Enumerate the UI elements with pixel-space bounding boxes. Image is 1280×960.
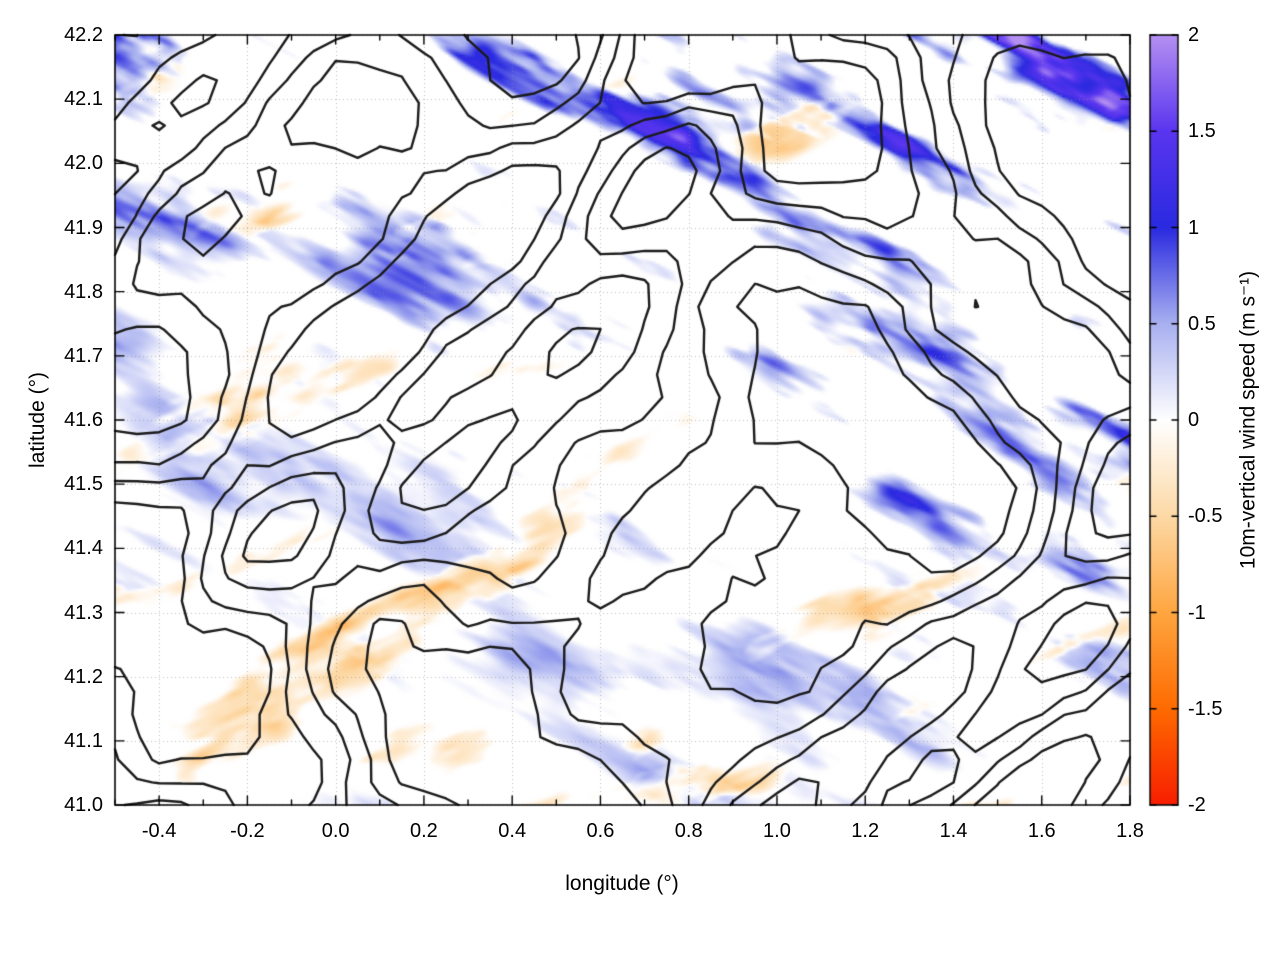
colorbar-tick-label: 0	[1188, 409, 1200, 431]
y-tick-label: 41.8	[64, 280, 103, 303]
y-tick-label: 41.4	[64, 537, 103, 560]
y-tick-label: 42.0	[64, 152, 103, 175]
y-tick-label: 42.1	[64, 88, 103, 111]
x-tick-label: -0.2	[230, 820, 265, 842]
colorbar-tick-label: -2	[1188, 794, 1206, 816]
y-tick-label: 41.6	[64, 409, 103, 431]
x-tick-label: 1.4	[939, 820, 968, 842]
x-tick-label: 0.8	[674, 820, 703, 842]
x-tick-label: 1.0	[763, 820, 791, 842]
colorbar-tick-label: -1	[1188, 601, 1206, 624]
x-tick-label: 1.6	[1027, 820, 1056, 842]
y-tick-label: 41.2	[64, 665, 103, 688]
y-tick-label: 41.5	[64, 473, 103, 496]
x-tick-label: 0.4	[498, 820, 527, 842]
x-tick-label: 1.2	[851, 820, 880, 842]
x-tick-label: -0.4	[141, 820, 177, 842]
colorbar-tick-label: 2	[1188, 24, 1200, 46]
colorbar-tick-label: 1.5	[1188, 120, 1216, 143]
y-tick-label: 41.3	[64, 601, 103, 624]
y-tick-label: 42.2	[64, 24, 103, 46]
y-tick-label: 41.0	[64, 794, 103, 816]
y-tick-label: 41.7	[64, 344, 103, 367]
colorbar-tick-label: 1	[1188, 216, 1200, 239]
x-tick-label: 0.0	[321, 820, 350, 842]
x-tick-label: 0.6	[586, 820, 615, 842]
y-tick-label: 41.1	[64, 729, 103, 752]
y-axis-title: latitude (°)	[26, 372, 49, 468]
colorbar-tick-label: -0.5	[1188, 505, 1223, 528]
y-tick-label: 41.9	[64, 216, 103, 239]
colorbar-title: 10m-vertical wind speed (m s⁻¹)	[1236, 270, 1260, 570]
x-axis-title: longitude (°)	[565, 872, 679, 895]
x-tick-label: 0.2	[410, 820, 438, 842]
x-tick-label: 1.8	[1116, 820, 1144, 842]
colorbar-tick-label: 0.5	[1188, 312, 1216, 335]
colorbar-tick-label: -1.5	[1188, 697, 1223, 720]
